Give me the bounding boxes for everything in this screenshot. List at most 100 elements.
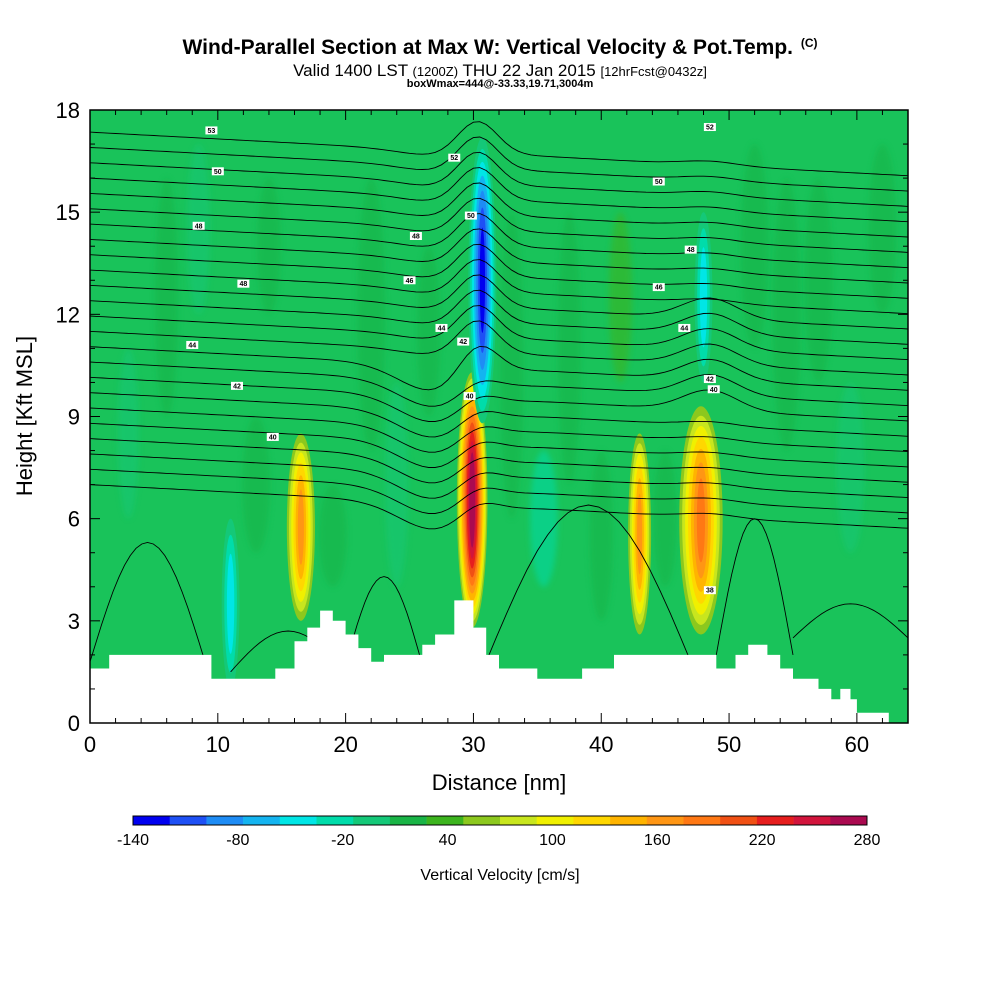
colorbar-swatch bbox=[206, 816, 244, 825]
theta-contour bbox=[90, 167, 908, 223]
theta-contour bbox=[90, 243, 908, 299]
contour-label-text: 53 bbox=[208, 128, 216, 135]
contour-label-box bbox=[457, 337, 470, 346]
theta-contour bbox=[90, 453, 908, 499]
downdraft-cell bbox=[479, 227, 486, 333]
texture-streak bbox=[417, 246, 441, 417]
contour-label-box bbox=[230, 381, 243, 390]
texture-streak bbox=[608, 212, 632, 383]
box-info: boxWmax=444@-33.33,19.71,3004m bbox=[406, 78, 594, 90]
contour-label-text: 46 bbox=[655, 285, 663, 292]
colorbar-tick-label: 220 bbox=[749, 832, 776, 849]
theta-contour bbox=[90, 136, 908, 192]
x-tick-label: 40 bbox=[589, 732, 613, 757]
theta-contour bbox=[90, 121, 908, 177]
contour-label: 40 bbox=[266, 432, 279, 441]
colorbar-swatch bbox=[426, 816, 464, 825]
contour-label-box bbox=[192, 221, 205, 230]
theta-contour bbox=[90, 197, 908, 253]
theta-contour bbox=[90, 182, 908, 238]
colorbar-swatch bbox=[756, 816, 794, 825]
theta-contour bbox=[90, 376, 908, 422]
y-tick-label: 15 bbox=[56, 200, 80, 225]
contour-label: 53 bbox=[205, 126, 218, 135]
axes: 0 10 20 30 40 50 60 0 3 6 9 12 15 18 bbox=[56, 98, 909, 757]
y-tick-label: 18 bbox=[56, 98, 80, 123]
theta-contour bbox=[90, 407, 908, 453]
velocity-cells bbox=[221, 137, 723, 689]
contour-label-box bbox=[237, 279, 250, 288]
texture-streak bbox=[836, 382, 865, 553]
contour-label: 48 bbox=[684, 245, 697, 254]
valid-prefix: Valid 1400 LST bbox=[293, 61, 408, 80]
potential-temperature-contours bbox=[90, 121, 908, 673]
contour-label-text: 50 bbox=[467, 213, 475, 220]
theta-contour bbox=[90, 289, 908, 345]
contour-label-text: 50 bbox=[655, 179, 663, 186]
texture-streak bbox=[155, 178, 179, 417]
contour-label-text: 46 bbox=[406, 278, 414, 285]
contour-label-text: 44 bbox=[680, 325, 688, 332]
contour-label-text: 52 bbox=[450, 155, 458, 162]
contour-label-text: 48 bbox=[239, 281, 247, 288]
contour-label-text: 48 bbox=[687, 247, 695, 254]
contour-label-box bbox=[403, 276, 416, 285]
valid-utc: (1200Z) bbox=[412, 64, 459, 79]
contour-label-box bbox=[703, 123, 716, 132]
colorbar-swatch bbox=[646, 816, 684, 825]
x-tick-label: 50 bbox=[717, 732, 741, 757]
colorbar-swatch bbox=[169, 816, 207, 825]
texture-streak bbox=[804, 178, 833, 383]
updraft-cell bbox=[470, 465, 474, 535]
theta-contour bbox=[90, 259, 908, 315]
x-tick-label: 20 bbox=[333, 732, 357, 757]
colorbar-title: Vertical Velocity [cm/s] bbox=[420, 867, 579, 884]
updraft-cell bbox=[637, 493, 643, 575]
y-tick-label: 6 bbox=[68, 507, 80, 532]
colorbar-swatch bbox=[683, 816, 721, 825]
theta-contour bbox=[90, 361, 908, 407]
contour-label-text: 42 bbox=[233, 383, 241, 390]
forecast-info: [12hrFcst@0432z] bbox=[600, 64, 707, 79]
y-tick-label: 9 bbox=[68, 405, 80, 430]
contour-label: 40 bbox=[707, 385, 720, 394]
texture-streak bbox=[740, 144, 769, 349]
texture-streak bbox=[319, 484, 347, 587]
y-tick-label: 12 bbox=[56, 302, 80, 327]
contour-label: 46 bbox=[652, 283, 665, 292]
theta-contour bbox=[90, 484, 908, 530]
chart-title-text: Wind-Parallel Section at Max W: Vertical… bbox=[182, 36, 793, 59]
theta-contour bbox=[90, 274, 908, 330]
colorbar-swatch bbox=[353, 816, 391, 825]
contour-label-box bbox=[186, 340, 199, 349]
contour-label: 48 bbox=[237, 279, 250, 288]
contour-label-text: 40 bbox=[710, 387, 718, 394]
contour-label-box bbox=[678, 323, 691, 332]
theta-contour bbox=[90, 438, 908, 484]
texture-streak bbox=[653, 450, 677, 587]
x-axis-title: Distance [nm] bbox=[432, 770, 567, 795]
contour-label-box bbox=[703, 586, 716, 595]
theta-contour bbox=[90, 320, 908, 376]
contour-label: 52 bbox=[703, 123, 716, 132]
colorbar-tick-label: 280 bbox=[854, 832, 881, 849]
contour-label: 50 bbox=[464, 211, 477, 220]
theta-contour bbox=[90, 345, 908, 391]
colorbar-swatch bbox=[500, 816, 537, 825]
colorbar-swatch bbox=[830, 816, 868, 825]
contour-label: 44 bbox=[678, 323, 691, 332]
colorbar-swatch bbox=[573, 816, 611, 825]
contour-label: 44 bbox=[186, 340, 199, 349]
contour-label-text: 40 bbox=[269, 434, 277, 441]
contour-label-box bbox=[652, 283, 665, 292]
contour-label-text: 44 bbox=[438, 325, 446, 332]
updraft-cell bbox=[696, 478, 706, 563]
theta-contour bbox=[90, 392, 908, 438]
theta-contour bbox=[792, 603, 908, 639]
theta-contour bbox=[90, 305, 908, 361]
contour-label: 50 bbox=[652, 177, 665, 186]
contour-label-box bbox=[435, 323, 448, 332]
colorbar-swatch bbox=[536, 816, 574, 825]
y-tick-label: 0 bbox=[68, 711, 80, 736]
